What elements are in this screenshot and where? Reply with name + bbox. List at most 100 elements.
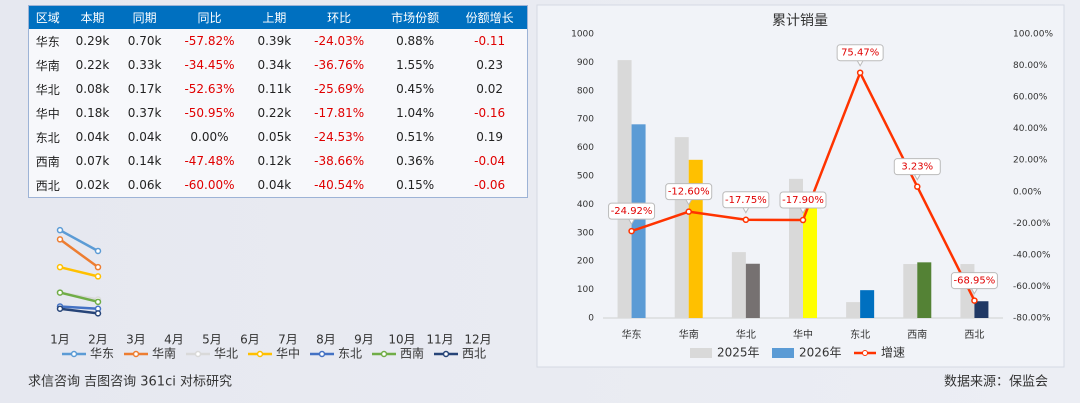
bar	[789, 178, 803, 318]
table-cell: 0.17k	[127, 82, 162, 96]
header-cell: 同期	[118, 5, 171, 29]
table-cell: -24.53%	[314, 130, 365, 144]
y-tick-label: 700	[577, 115, 594, 125]
table-cell: -0.11	[474, 34, 506, 48]
label-box	[779, 191, 827, 209]
bar	[631, 124, 646, 318]
point	[56, 226, 64, 234]
label-box	[722, 191, 770, 209]
x-tick-label: 华中	[793, 328, 813, 341]
table-cell: -38.66%	[314, 154, 365, 168]
legend-marker	[194, 350, 202, 358]
data-label: 3.23%	[901, 162, 933, 173]
x-tick-label: 11月	[426, 333, 453, 347]
table-cell: 0.22k	[75, 58, 110, 72]
x-tick-label: 12月	[464, 333, 491, 347]
legend-label: 2026年	[799, 346, 842, 360]
table-cell: 0.00%	[190, 130, 229, 144]
table-row: 华南 0.22k 0.33k -34.45% 0.34k -36.76% 1.55% 0.23	[29, 53, 528, 77]
table-cell: 西南	[35, 154, 60, 169]
x-tick-label: 华东	[622, 328, 642, 341]
legend-marker	[862, 350, 868, 356]
x-tick-label: 华南	[679, 328, 699, 341]
table-cell: 0.15%	[396, 178, 435, 192]
point	[56, 263, 64, 271]
table-cell: 0.18k	[75, 106, 110, 120]
legend-swatch	[772, 348, 794, 358]
y-tick-label: 300	[577, 228, 594, 238]
table-cell: 华南	[35, 58, 60, 73]
x-tick-label: 8月	[316, 333, 336, 347]
legend-label: 2025年	[717, 346, 760, 360]
data-label: -17.90%	[782, 195, 824, 206]
header-row: 区域 本期 同期 同比 上期 环比 市场份额 份额增长	[28, 5, 528, 29]
table-cell: 0.06k	[127, 178, 162, 192]
data-label: -17.75%	[725, 195, 767, 206]
table-cell: -36.76%	[314, 58, 365, 72]
y2-tick-label: 0.00%	[1013, 187, 1042, 197]
x-tick-label: 西北	[964, 329, 984, 341]
table-cell: -60.00%	[184, 178, 235, 192]
legend-marker	[132, 350, 140, 358]
x-tick-label: 6月	[240, 333, 260, 347]
point	[799, 216, 807, 224]
y2-tick-label: -40.00%	[1013, 250, 1051, 260]
header-cell: 环比	[300, 5, 378, 29]
y2-tick-label: -80.00%	[1013, 314, 1051, 324]
bar	[674, 137, 689, 318]
legend-marker	[70, 350, 78, 358]
x-tick-label: 3月	[126, 333, 146, 347]
table-cell: 0.34k	[257, 58, 292, 72]
y-tick-label: 900	[577, 58, 594, 68]
y-tick-label: 1000	[571, 30, 594, 40]
legend-marker	[380, 350, 388, 358]
table-cell: 0.88%	[396, 34, 435, 48]
label-box	[608, 202, 656, 220]
y2-tick-label: 80.00%	[1013, 61, 1048, 71]
table-cell: 0.23	[476, 58, 503, 72]
header-cell: 区域	[28, 5, 67, 29]
y-tick-label: 200	[577, 257, 594, 267]
y2-tick-label: 20.00%	[1013, 156, 1048, 166]
table-cell: 0.45%	[396, 82, 435, 96]
series-line	[59, 238, 99, 269]
legend-label: 西北	[462, 347, 486, 361]
y2-tick-label: 100.00%	[1013, 30, 1053, 40]
x-tick-label: 华北	[736, 328, 756, 341]
point	[56, 305, 64, 313]
x-tick-label: 7月	[278, 333, 298, 347]
label-box	[836, 44, 884, 62]
series-line	[59, 307, 99, 315]
bar	[846, 302, 861, 318]
point	[94, 263, 102, 271]
data-table: 区域 本期 同期 同比 上期 环比 市场份额 份额增长 华东 0.29k 0.70k -57.82% 0…	[28, 5, 528, 198]
table-cell: 0.19	[476, 130, 503, 144]
y2-tick-label: -60.00%	[1013, 282, 1051, 292]
bar	[903, 264, 918, 318]
bar	[917, 262, 932, 318]
legend-label: 西南	[400, 346, 424, 361]
point	[56, 289, 64, 296]
point	[914, 183, 921, 190]
table-cell: 0.04k	[127, 130, 162, 144]
table-cell: 0.12k	[257, 154, 292, 168]
y-tick-label: 600	[577, 143, 594, 153]
series-line	[59, 305, 99, 311]
legend-label: 华北	[214, 347, 238, 361]
table-cell: 0.05k	[257, 130, 292, 144]
table-cell: 1.55%	[396, 58, 435, 72]
chart-title: 累计销量	[772, 13, 828, 29]
header-cell: 市场份额	[377, 5, 453, 29]
table-cell: -0.04	[474, 154, 506, 168]
point	[94, 298, 102, 306]
table-cell: -25.69%	[314, 82, 365, 96]
bar	[803, 203, 817, 318]
bar	[974, 301, 989, 318]
table-cell: 西北	[35, 178, 60, 193]
y-tick-label: 100	[577, 285, 594, 295]
x-tick-label: 5月	[202, 333, 222, 347]
header-cell: 同比	[170, 5, 249, 29]
bar	[617, 60, 632, 319]
